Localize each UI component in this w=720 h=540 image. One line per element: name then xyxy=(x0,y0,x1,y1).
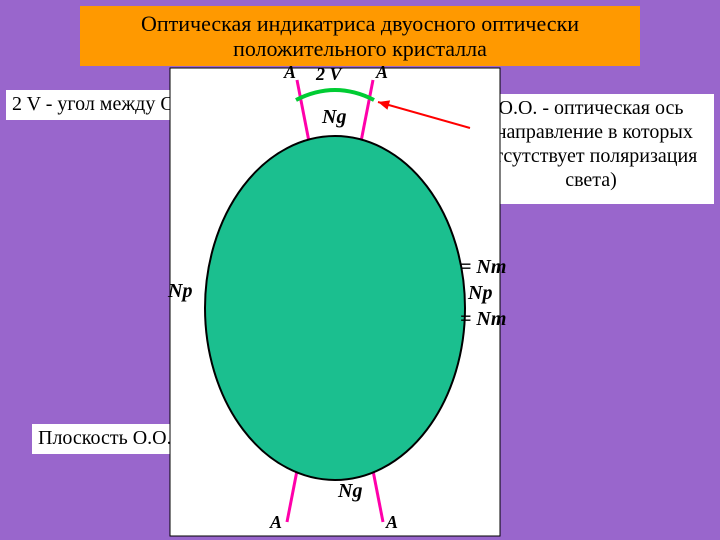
diagram-label-6: Np xyxy=(468,282,492,305)
diagram-label-9: A xyxy=(270,512,282,533)
diagram-label-4: Np xyxy=(168,280,192,303)
diagram-label-10: A xyxy=(386,512,398,533)
diagram-label-7: = Nm xyxy=(460,308,506,331)
diagram-label-2: 2 V xyxy=(316,64,342,85)
indicatrix-diagram xyxy=(0,0,720,540)
diagram-label-5: = Nm xyxy=(460,256,506,279)
diagram-label-1: A xyxy=(376,62,388,83)
diagram-label-8: Ng xyxy=(338,480,362,503)
diagram-label-3: Ng xyxy=(322,106,346,129)
indicatrix-ellipse xyxy=(205,136,465,480)
diagram-label-0: A xyxy=(284,62,296,83)
